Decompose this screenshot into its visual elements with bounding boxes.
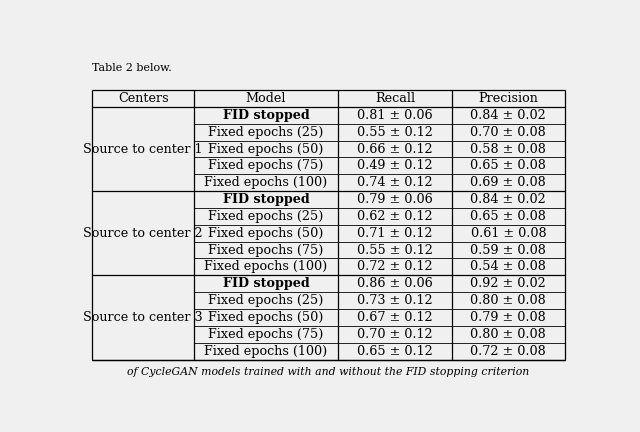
Text: Fixed epochs (100): Fixed epochs (100) (205, 176, 328, 189)
Text: Fixed epochs (25): Fixed epochs (25) (209, 294, 324, 307)
Text: Recall: Recall (375, 92, 415, 105)
Text: 0.70 ± 0.12: 0.70 ± 0.12 (357, 328, 433, 341)
Text: 0.79 ± 0.08: 0.79 ± 0.08 (470, 311, 547, 324)
Text: 0.72 ± 0.12: 0.72 ± 0.12 (357, 260, 433, 273)
Text: Fixed epochs (25): Fixed epochs (25) (209, 210, 324, 223)
Text: Fixed epochs (50): Fixed epochs (50) (209, 143, 324, 156)
Text: FID stopped: FID stopped (223, 193, 310, 206)
Text: 0.62 ± 0.12: 0.62 ± 0.12 (357, 210, 433, 223)
Text: Fixed epochs (50): Fixed epochs (50) (209, 227, 324, 240)
Text: 0.59 ± 0.08: 0.59 ± 0.08 (470, 244, 547, 257)
Text: Fixed epochs (25): Fixed epochs (25) (209, 126, 324, 139)
Text: FID stopped: FID stopped (223, 277, 310, 290)
Text: 0.92 ± 0.02: 0.92 ± 0.02 (470, 277, 547, 290)
Text: 0.58 ± 0.08: 0.58 ± 0.08 (470, 143, 547, 156)
Text: Fixed epochs (75): Fixed epochs (75) (209, 159, 324, 172)
Text: 0.80 ± 0.08: 0.80 ± 0.08 (470, 294, 547, 307)
Text: Precision: Precision (479, 92, 538, 105)
Text: 0.84 ± 0.02: 0.84 ± 0.02 (470, 193, 547, 206)
Text: Fixed epochs (50): Fixed epochs (50) (209, 311, 324, 324)
Text: 0.79 ± 0.06: 0.79 ± 0.06 (357, 193, 433, 206)
Text: Fixed epochs (75): Fixed epochs (75) (209, 328, 324, 341)
Text: Source to center 1: Source to center 1 (83, 143, 203, 156)
Text: 0.55 ± 0.12: 0.55 ± 0.12 (357, 244, 433, 257)
Text: 0.66 ± 0.12: 0.66 ± 0.12 (357, 143, 433, 156)
Text: 0.65 ± 0.08: 0.65 ± 0.08 (470, 210, 547, 223)
Text: 0.65 ± 0.12: 0.65 ± 0.12 (357, 345, 433, 358)
Text: of CycleGAN models trained with and without the FID stopping criterion: of CycleGAN models trained with and with… (127, 367, 529, 377)
Text: Fixed epochs (100): Fixed epochs (100) (205, 260, 328, 273)
Text: 0.86 ± 0.06: 0.86 ± 0.06 (357, 277, 433, 290)
Text: Source to center 2: Source to center 2 (83, 227, 203, 240)
Text: 0.61 ± 0.08: 0.61 ± 0.08 (470, 227, 546, 240)
Text: 0.70 ± 0.08: 0.70 ± 0.08 (470, 126, 547, 139)
Text: 0.80 ± 0.08: 0.80 ± 0.08 (470, 328, 547, 341)
Text: 0.65 ± 0.08: 0.65 ± 0.08 (470, 159, 547, 172)
Text: 0.49 ± 0.12: 0.49 ± 0.12 (357, 159, 433, 172)
Text: 0.54 ± 0.08: 0.54 ± 0.08 (470, 260, 547, 273)
Text: Fixed epochs (75): Fixed epochs (75) (209, 244, 324, 257)
Text: 0.55 ± 0.12: 0.55 ± 0.12 (357, 126, 433, 139)
Text: 0.67 ± 0.12: 0.67 ± 0.12 (357, 311, 433, 324)
Text: 0.81 ± 0.06: 0.81 ± 0.06 (357, 109, 433, 122)
Text: 0.74 ± 0.12: 0.74 ± 0.12 (357, 176, 433, 189)
Text: Fixed epochs (100): Fixed epochs (100) (205, 345, 328, 358)
Text: 0.84 ± 0.02: 0.84 ± 0.02 (470, 109, 547, 122)
Text: 0.73 ± 0.12: 0.73 ± 0.12 (357, 294, 433, 307)
Text: Source to center 3: Source to center 3 (83, 311, 203, 324)
Text: 0.71 ± 0.12: 0.71 ± 0.12 (357, 227, 433, 240)
Text: Centers: Centers (118, 92, 168, 105)
Text: 0.69 ± 0.08: 0.69 ± 0.08 (470, 176, 547, 189)
Text: Model: Model (246, 92, 286, 105)
Text: FID stopped: FID stopped (223, 109, 310, 122)
Text: Table 2 below.: Table 2 below. (92, 64, 172, 73)
Text: 0.72 ± 0.08: 0.72 ± 0.08 (470, 345, 547, 358)
